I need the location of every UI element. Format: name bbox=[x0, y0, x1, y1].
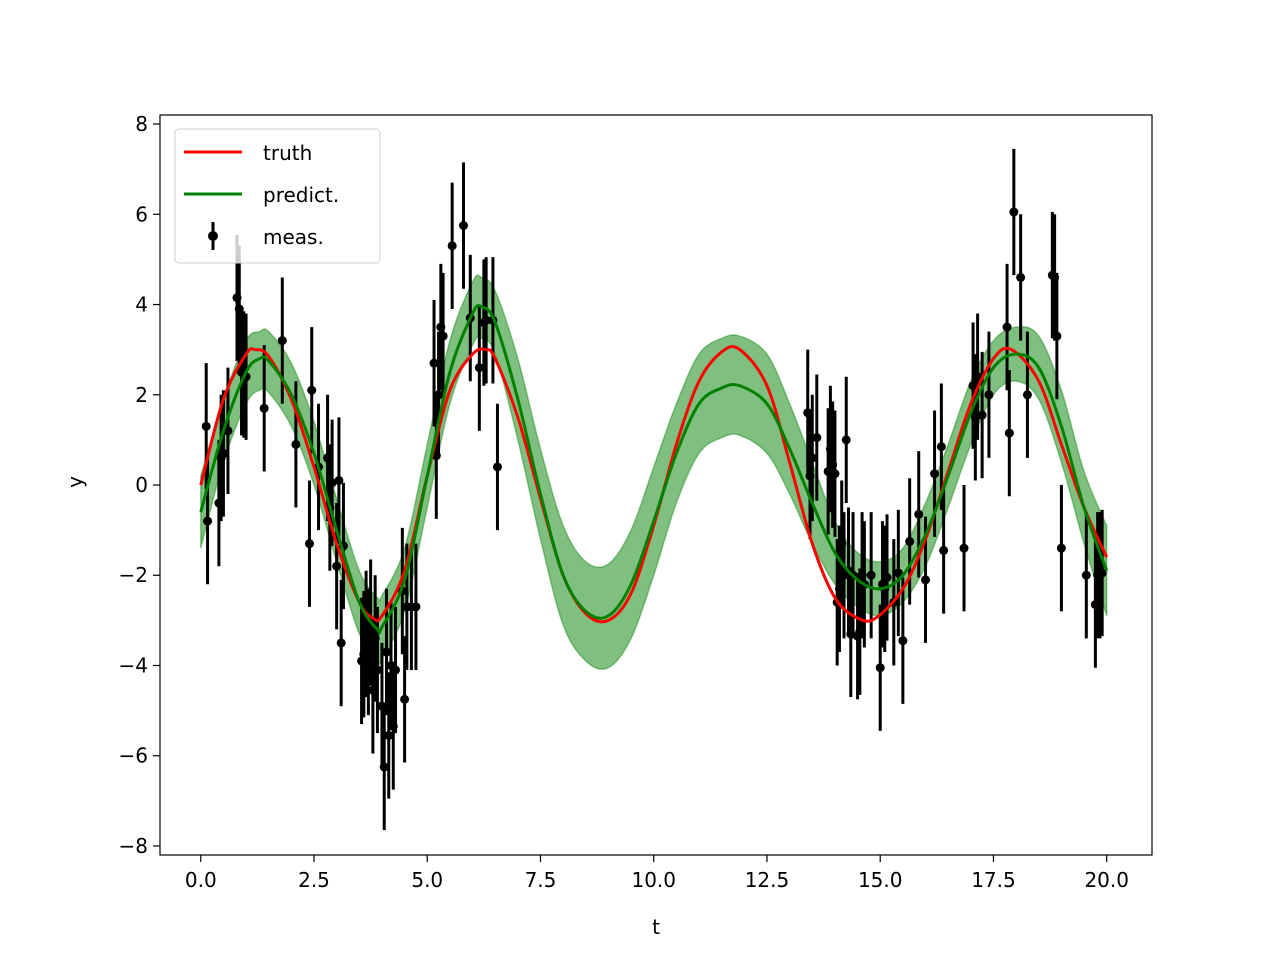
measurement-point bbox=[1004, 428, 1014, 438]
measurement-point bbox=[447, 241, 457, 251]
measurement-point bbox=[291, 439, 301, 449]
measurement-point bbox=[384, 730, 394, 740]
y-axis-label: y bbox=[63, 476, 87, 488]
measurement-point bbox=[930, 469, 940, 479]
measurement-point bbox=[830, 469, 840, 479]
measurement-point bbox=[429, 358, 439, 368]
measurement-point bbox=[977, 410, 987, 420]
measurement-point bbox=[1097, 568, 1107, 578]
measurement-point bbox=[905, 536, 915, 546]
legend-meas-label: meas. bbox=[263, 225, 324, 249]
y-tick-label: 4 bbox=[135, 293, 148, 317]
measurement-point bbox=[203, 516, 213, 526]
measurement-point bbox=[259, 403, 269, 413]
measurement-point bbox=[304, 539, 314, 549]
y-tick-label: −6 bbox=[119, 744, 148, 768]
y-tick-label: −8 bbox=[119, 834, 148, 858]
y-tick-label: 6 bbox=[135, 202, 148, 226]
measurement-point bbox=[307, 385, 317, 395]
x-axis: 0.0 2.5 5.0 7.5 10.0 12.5 15.0 17.5 20.0 bbox=[185, 855, 1129, 892]
measurement-point bbox=[458, 221, 468, 231]
measurement-point bbox=[959, 543, 969, 553]
measurement-point bbox=[866, 570, 876, 580]
x-tick-label: 5.0 bbox=[411, 868, 443, 892]
measurement-point bbox=[807, 453, 817, 463]
measurement-point bbox=[1009, 207, 1019, 217]
measurement-point bbox=[1002, 322, 1012, 332]
x-tick-label: 17.5 bbox=[971, 868, 1016, 892]
measurement-point bbox=[1081, 570, 1091, 580]
measurement-point bbox=[201, 421, 211, 431]
legend-truth-label: truth bbox=[263, 141, 312, 165]
measurement-point bbox=[379, 762, 389, 772]
measurement-point bbox=[841, 435, 851, 445]
measurement-point bbox=[434, 390, 444, 400]
measurement-point bbox=[327, 478, 337, 488]
y-axis: −8 −6 −4 −2 0 2 4 6 8 bbox=[119, 112, 160, 858]
y-tick-label: 8 bbox=[135, 112, 148, 136]
y-tick-label: 2 bbox=[135, 383, 148, 407]
x-tick-label: 0.0 bbox=[185, 868, 217, 892]
line-layer bbox=[199, 303, 1109, 635]
measurement-point bbox=[921, 575, 931, 585]
y-tick-label: −2 bbox=[119, 563, 148, 587]
measurement-point bbox=[218, 448, 228, 458]
legend-predict-label: predict. bbox=[263, 183, 339, 207]
measurement-point bbox=[332, 561, 342, 571]
legend-frame bbox=[174, 128, 381, 264]
measurement-point bbox=[1056, 543, 1066, 553]
measurement-point bbox=[438, 331, 448, 341]
y-tick-label: 0 bbox=[135, 473, 148, 497]
measurement-layer bbox=[201, 148, 1107, 831]
x-tick-label: 12.5 bbox=[745, 868, 790, 892]
legend: truth predict. meas. bbox=[174, 128, 381, 264]
measurement-point bbox=[336, 638, 346, 648]
measurement-point bbox=[973, 372, 983, 382]
measurement-point bbox=[411, 602, 421, 612]
measurement-point bbox=[1022, 390, 1032, 400]
measurement-point bbox=[893, 568, 903, 578]
x-tick-label: 7.5 bbox=[525, 868, 557, 892]
prediction-line bbox=[199, 303, 1109, 635]
measurement-point bbox=[334, 475, 344, 485]
measurement-point bbox=[1052, 331, 1062, 341]
measurement-point bbox=[372, 665, 382, 675]
y-tick-label: −4 bbox=[119, 653, 148, 677]
measurement-point bbox=[391, 665, 401, 675]
measurement-point bbox=[914, 509, 924, 519]
measurement-point bbox=[875, 663, 885, 673]
x-tick-label: 2.5 bbox=[298, 868, 330, 892]
measurement-point bbox=[474, 363, 484, 373]
measurement-point bbox=[939, 545, 949, 555]
measurement-point bbox=[277, 336, 287, 346]
measurement-point bbox=[481, 315, 491, 325]
x-tick-label: 20.0 bbox=[1084, 868, 1129, 892]
measurement-point bbox=[936, 442, 946, 452]
measurement-point bbox=[812, 433, 822, 443]
measurement-point bbox=[898, 636, 908, 646]
x-tick-label: 15.0 bbox=[858, 868, 903, 892]
measurement-point bbox=[984, 390, 994, 400]
x-axis-label: t bbox=[652, 915, 660, 939]
measurement-point bbox=[1016, 272, 1026, 282]
x-tick-label: 10.0 bbox=[631, 868, 676, 892]
measurement-point bbox=[492, 462, 502, 472]
measurement-point bbox=[381, 647, 391, 657]
measurement-point bbox=[400, 694, 410, 704]
legend-meas-marker bbox=[208, 231, 218, 241]
measurement-point bbox=[882, 573, 892, 582]
